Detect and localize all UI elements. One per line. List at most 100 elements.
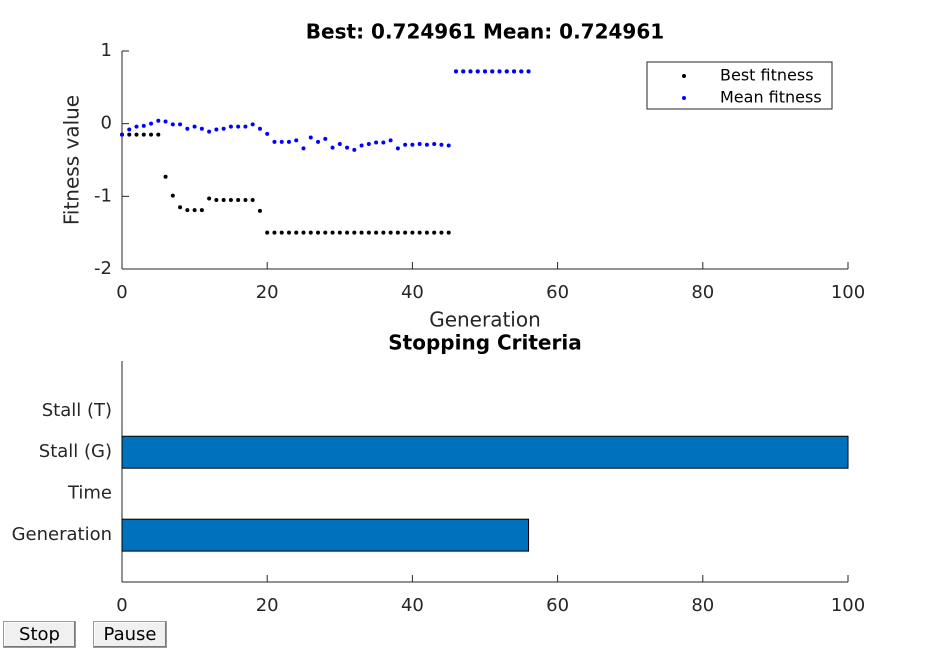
point: [395, 230, 400, 235]
point: [170, 193, 175, 198]
point: [410, 230, 415, 235]
point: [272, 139, 277, 144]
point: [381, 230, 386, 235]
point: [149, 121, 154, 126]
y-tick-label: 0: [101, 113, 112, 134]
point: [294, 230, 299, 235]
point: [359, 143, 364, 148]
pause-button[interactable]: Pause: [93, 621, 167, 648]
point: [170, 122, 175, 127]
y-tick-label: Time: [67, 483, 112, 504]
point: [243, 124, 248, 129]
point: [250, 197, 255, 202]
x-tick-label: 60: [546, 282, 569, 303]
point: [483, 69, 487, 74]
point: [279, 230, 284, 235]
point: [236, 124, 241, 129]
x-tick-label: 40: [401, 595, 424, 616]
point: [134, 132, 139, 137]
point: [352, 147, 357, 152]
point: [185, 126, 190, 131]
point: [141, 132, 146, 137]
y-tick-label: -2: [94, 258, 112, 279]
point: [337, 142, 342, 147]
point: [417, 142, 422, 147]
point: [381, 140, 386, 145]
legend-box: [646, 61, 833, 110]
point: [424, 230, 429, 235]
point: [221, 197, 226, 202]
chart-title: Stopping Criteria: [388, 331, 581, 355]
point: [519, 69, 524, 74]
point: [461, 69, 466, 74]
point: [236, 197, 241, 202]
y-tick-label: Stall (T): [42, 400, 112, 421]
point: [330, 145, 335, 150]
point: [178, 122, 183, 127]
x-tick-label: 20: [256, 282, 279, 303]
point: [192, 124, 197, 129]
point: [374, 140, 379, 145]
point: [323, 136, 328, 141]
point: [265, 131, 270, 136]
point: [490, 69, 495, 74]
point: [475, 69, 480, 74]
x-tick-label: 20: [256, 595, 279, 616]
point: [403, 230, 408, 235]
x-tick-label: 100: [831, 595, 865, 616]
point: [352, 230, 357, 235]
point: [345, 230, 350, 235]
point: [512, 69, 517, 74]
legend-marker: [682, 96, 686, 100]
point: [120, 132, 124, 137]
point: [228, 124, 233, 129]
y-tick-label: Generation: [12, 524, 112, 545]
point: [301, 146, 306, 151]
point: [156, 132, 161, 137]
point: [446, 230, 451, 235]
point: [178, 205, 183, 210]
point: [453, 69, 458, 74]
stop-button[interactable]: Stop: [3, 621, 76, 648]
point: [257, 126, 262, 131]
x-tick-label: 60: [546, 595, 569, 616]
point: [330, 230, 335, 235]
point: [279, 139, 284, 144]
x-axis-label: Generation: [429, 308, 541, 332]
point: [250, 122, 255, 127]
y-tick-label: -1: [94, 185, 112, 206]
point: [308, 230, 313, 235]
point: [439, 230, 444, 235]
point: [497, 69, 502, 74]
x-tick-label: 100: [831, 282, 865, 303]
point: [395, 146, 400, 151]
point: [359, 230, 364, 235]
point: [316, 230, 321, 235]
point: [127, 132, 132, 137]
legend-label: Mean fitness: [720, 88, 822, 107]
x-tick-label: 0: [116, 282, 127, 303]
chart-title: Best: 0.724961 Mean: 0.724961: [306, 20, 664, 44]
point: [286, 139, 291, 144]
point: [134, 124, 139, 129]
point: [301, 230, 306, 235]
legend-label: Best fitness: [720, 66, 814, 85]
point: [192, 208, 197, 213]
point: [286, 230, 291, 235]
bar: [121, 435, 849, 469]
point: [446, 143, 451, 148]
point: [163, 174, 168, 179]
point: [141, 123, 146, 128]
point: [257, 208, 262, 213]
x-tick-label: 0: [116, 595, 127, 616]
point: [323, 230, 328, 235]
y-axis-label: Fitness value: [60, 95, 84, 225]
point: [127, 127, 132, 132]
point: [207, 196, 212, 201]
point: [403, 142, 408, 147]
point: [345, 145, 350, 150]
point: [199, 126, 204, 131]
point: [439, 142, 444, 147]
